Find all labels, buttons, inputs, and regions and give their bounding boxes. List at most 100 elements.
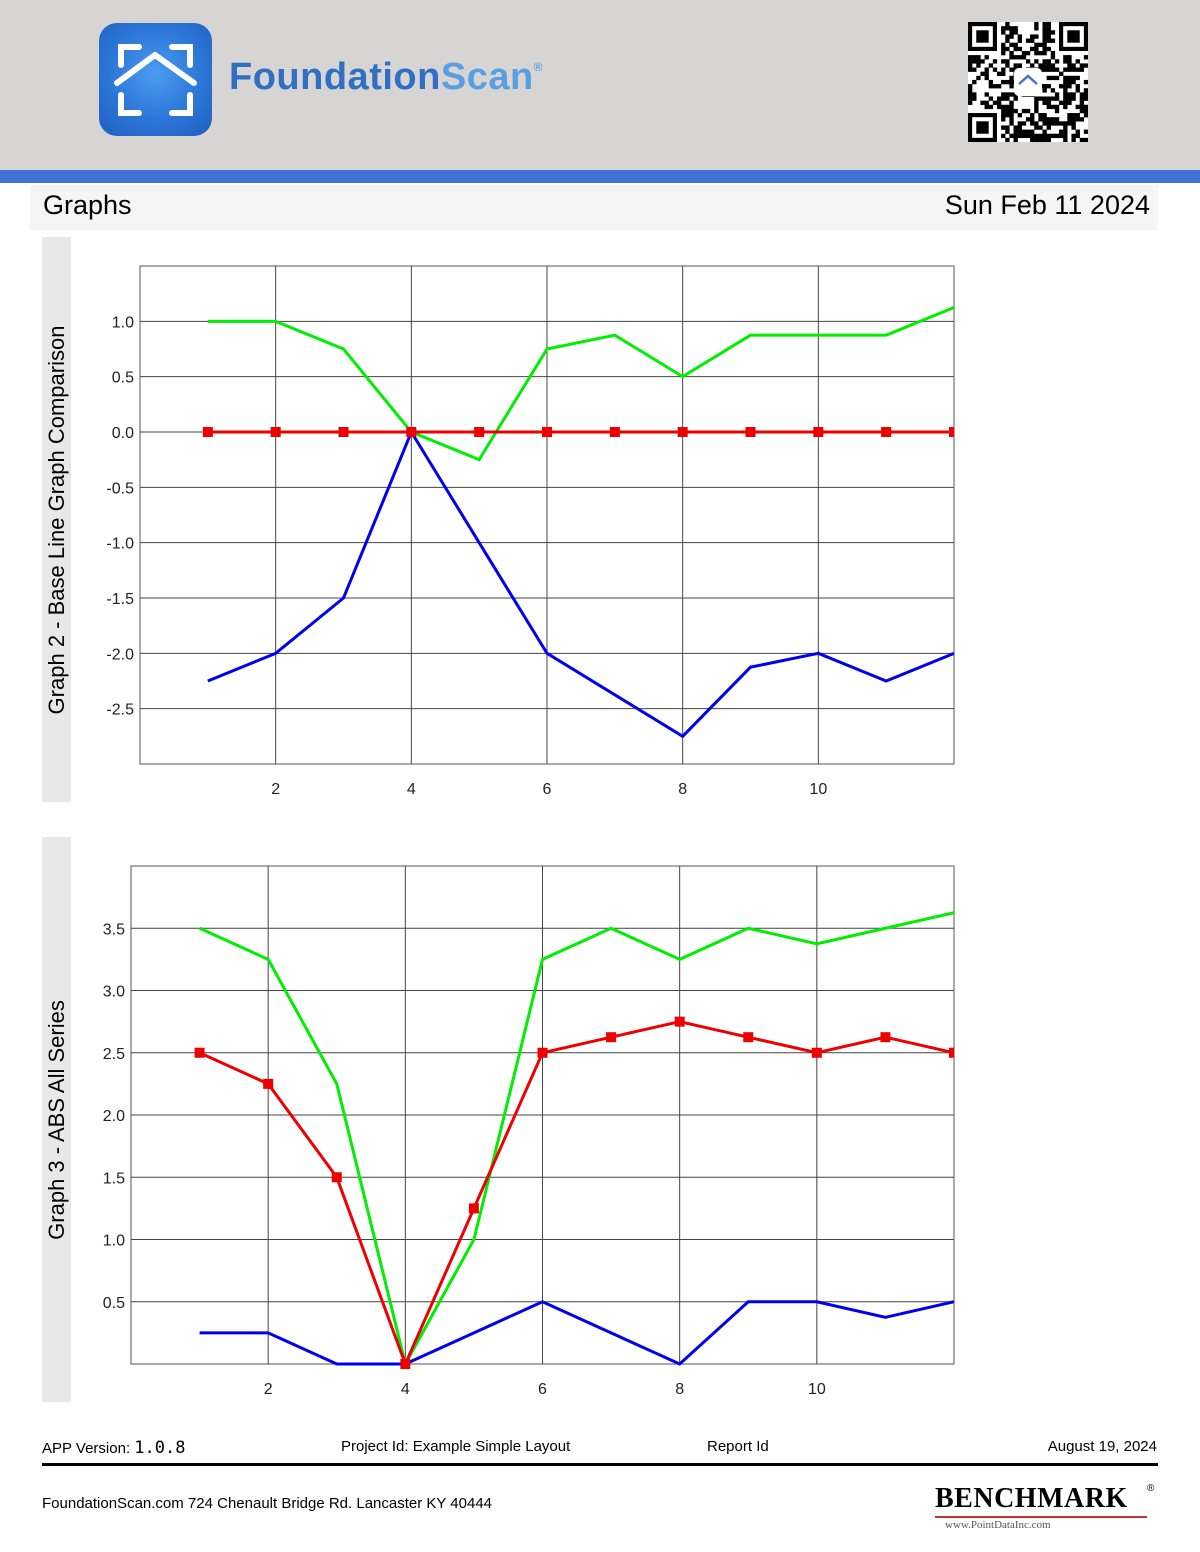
qr-module [988,84,994,89]
qr-module [1042,100,1047,105]
app-version-label: APP Version: [42,1440,131,1457]
qr-module [1046,67,1051,72]
qr-module [1046,117,1051,122]
qr-code-icon [968,22,1088,142]
qr-module [1030,38,1035,43]
qr-module [1075,75,1080,81]
qr-module [1042,96,1047,101]
qr-module [1071,137,1076,142]
qr-module [1075,67,1080,72]
graph-3-series-2-point [743,1032,754,1043]
qr-module [1038,117,1043,122]
qr-module [988,63,994,68]
house-scan-icon [114,44,197,116]
graph-3-title: Graph 3 - ABS All Series [43,999,69,1240]
qr-module [1083,129,1088,134]
qr-module [1038,50,1043,56]
qr-module [992,67,998,72]
graph-2-series-2-point [745,427,756,437]
brand-part1: Foundation [229,56,441,98]
qr-module [1009,26,1014,31]
qr-module [1042,42,1047,48]
graph-3-y-tick-label: 2.0 [103,1108,125,1125]
qr-module [1005,137,1010,142]
app-version-value: 1.0.8 [134,1438,186,1458]
qr-module [968,59,973,64]
qr-module [1042,30,1047,35]
graph-2-x-tick-label: 8 [678,781,687,798]
qr-module [1025,129,1031,134]
qr-module [1042,26,1047,31]
brand-part2: Scan [440,56,534,98]
qr-module [968,100,973,105]
qr-module [1042,113,1047,118]
qr-module [1050,55,1056,60]
qr-finder-inner [976,30,989,43]
footer-date: August 19, 2024 [1047,1438,1157,1455]
graph-3-series-2-point [949,1047,954,1058]
graph-3-y-tick-label: 0.5 [103,1295,125,1312]
graph-3-series-2-point [331,1172,342,1183]
qr-module [1005,59,1010,64]
qr-module [968,88,973,93]
qr-module [1030,137,1035,142]
graph-3-series-2-line [198,1020,954,1369]
qr-module [1017,38,1022,43]
app-version: APP Version: 1.0.8 [42,1438,185,1458]
qr-module [1001,59,1006,64]
qr-module [1071,75,1076,81]
qr-module [1005,46,1010,52]
graph-3-series-1-line [198,911,954,1369]
qr-module [1017,133,1022,139]
qr-module [1063,79,1068,85]
qr-module [996,71,1002,76]
qr-module [1005,63,1010,68]
qr-module [1054,121,1060,126]
qr-module [972,55,977,60]
graph-2-x-tick-label: 6 [543,781,552,798]
footer-divider [42,1463,1158,1466]
qr-module [1005,92,1010,97]
qr-module [972,79,977,85]
qr-module [1063,125,1068,130]
qr-module [1050,67,1056,72]
qr-module [972,96,977,101]
qr-module [1001,71,1006,76]
graph-2-series-2-point [609,427,620,437]
qr-module [1067,96,1072,101]
graph-2-series-2-point [813,427,824,437]
qr-module [1054,104,1060,110]
qr-module [1050,30,1056,35]
qr-module [1034,104,1039,110]
qr-module [1046,30,1051,35]
qr-module [1021,108,1027,114]
benchmark-url: www.PointDataInc.com [945,1519,1051,1531]
qr-module [1079,117,1085,122]
qr-module [1025,117,1031,122]
graph-2-y-tick-label: 0.5 [112,370,134,387]
qr-module [1017,125,1022,130]
qr-module [1067,92,1072,97]
qr-module [1001,42,1006,48]
qr-module [1083,88,1088,93]
qr-module [1046,84,1051,89]
brand-registered-mark: ® [533,60,544,74]
qr-module [1071,79,1076,85]
qr-module [1042,67,1047,72]
qr-module [968,55,973,60]
qr-module [1009,121,1014,126]
qr-module [1042,22,1047,27]
qr-module [1050,75,1056,81]
qr-module [1079,137,1085,142]
report-id: Report Id [707,1438,769,1455]
qr-module [1071,125,1076,130]
qr-module [1009,84,1014,89]
qr-module [1013,96,1018,101]
graph-2-series-1-line [207,306,954,462]
qr-module [976,63,981,68]
graph-3-series-2-point [400,1359,411,1369]
qr-module [1063,55,1068,60]
qr-module [1046,22,1051,27]
qr-module [1046,75,1051,81]
qr-module [1054,75,1060,81]
